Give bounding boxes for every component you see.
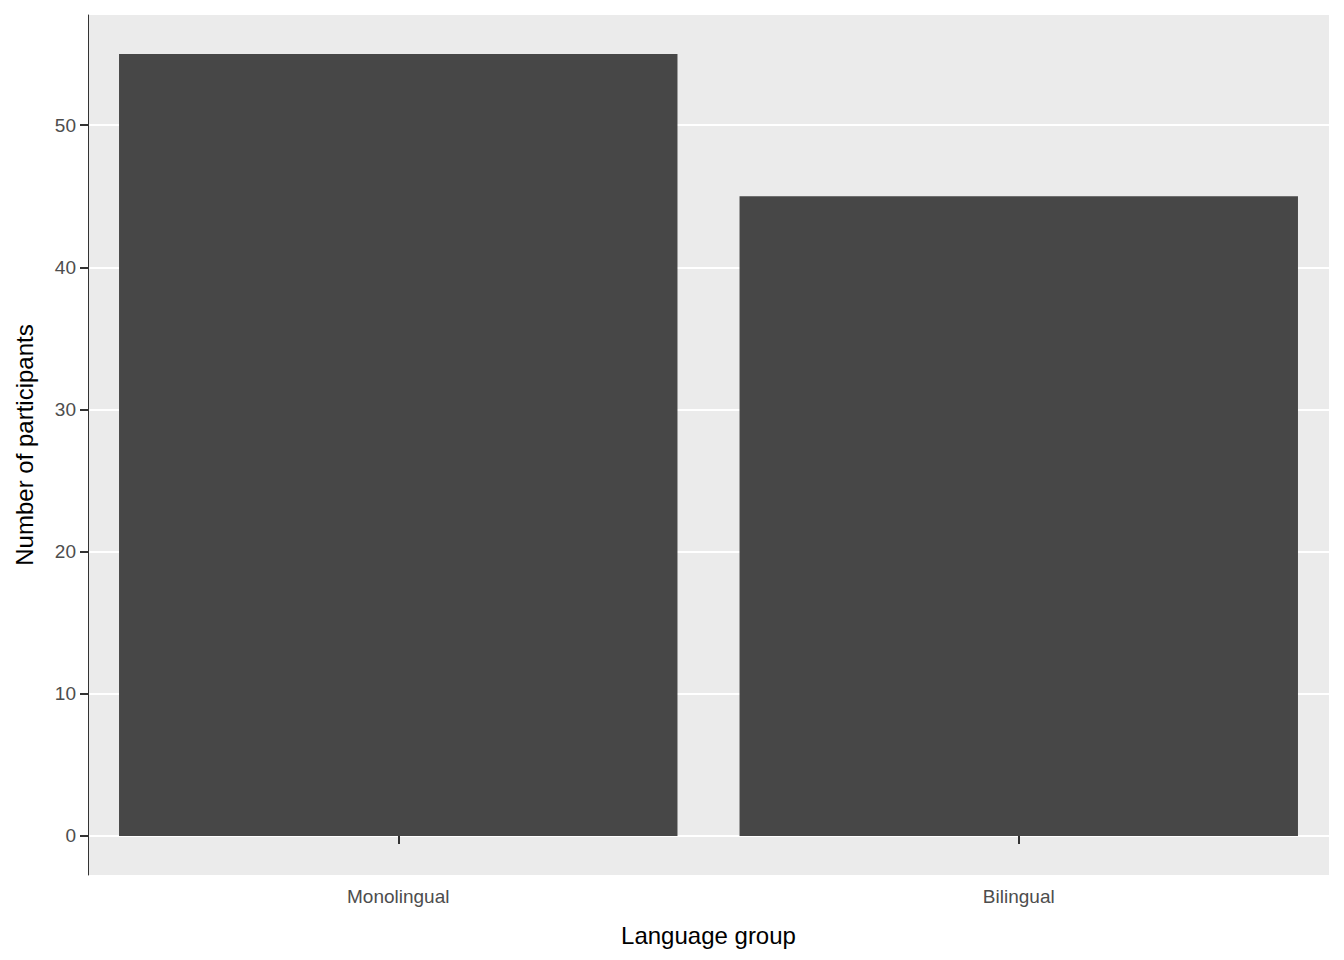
svg-text:40: 40 — [55, 257, 76, 278]
svg-text:Language group: Language group — [621, 922, 796, 949]
svg-text:Bilingual: Bilingual — [983, 886, 1055, 907]
svg-text:0: 0 — [65, 825, 76, 846]
svg-text:20: 20 — [55, 541, 76, 562]
svg-text:Monolingual: Monolingual — [347, 886, 449, 907]
svg-text:50: 50 — [55, 115, 76, 136]
svg-text:Number of participants: Number of participants — [11, 324, 38, 565]
svg-text:30: 30 — [55, 399, 76, 420]
svg-text:10: 10 — [55, 683, 76, 704]
